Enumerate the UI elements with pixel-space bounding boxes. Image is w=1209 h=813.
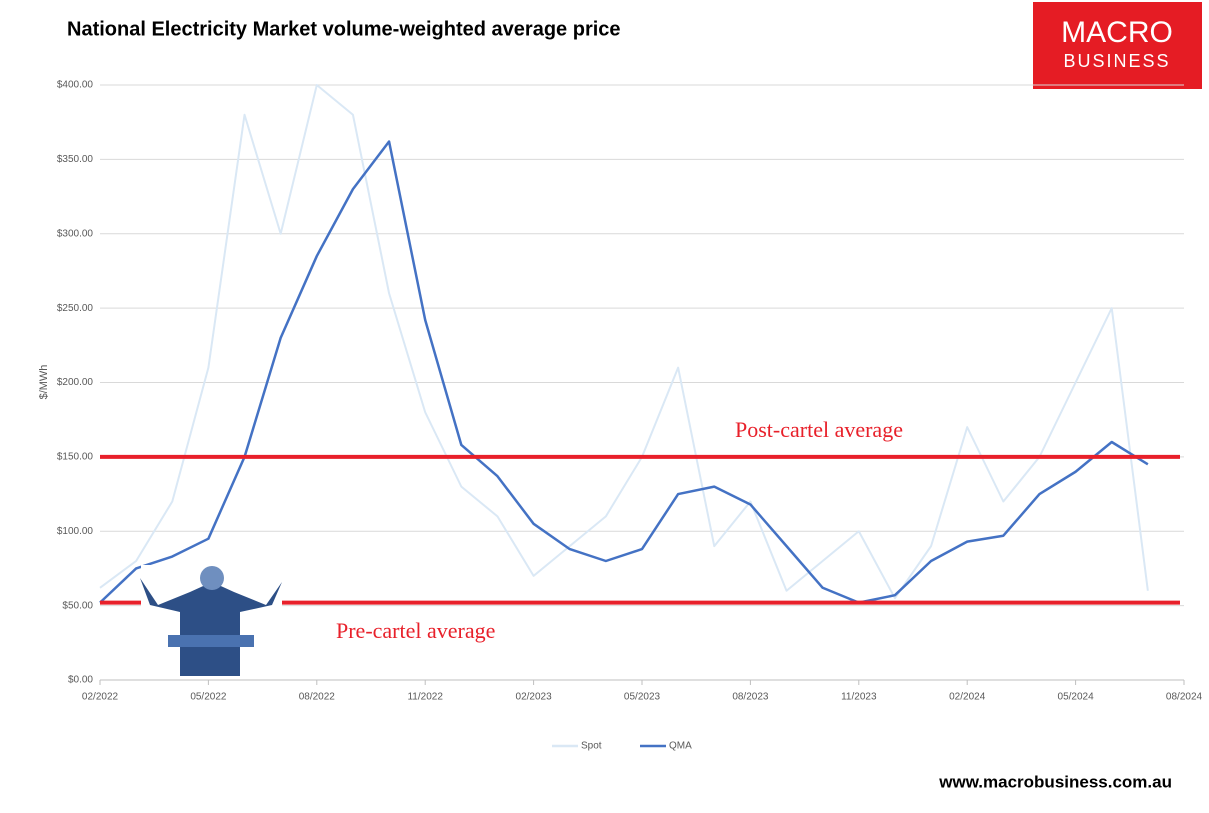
logo-text: MACRO (1061, 16, 1173, 49)
x-tick-label: 05/2023 (624, 692, 661, 703)
y-axis-label: $/MWh (38, 365, 50, 400)
x-tick-label: 02/2022 (82, 692, 119, 703)
x-tick-label: 08/2022 (299, 692, 336, 703)
series-line (99, 140, 1149, 604)
photo-podium (168, 635, 254, 647)
reference-label: Post-cartel average (735, 417, 903, 442)
legend-label: Spot (581, 741, 602, 752)
photo (140, 565, 282, 676)
series-line (99, 84, 1149, 600)
y-tick-label: $350.00 (57, 154, 94, 165)
x-tick-label: 05/2022 (190, 692, 227, 703)
photo-head (200, 566, 224, 590)
y-tick-label: $150.00 (57, 452, 94, 463)
y-tick-label: $250.00 (57, 303, 94, 314)
legend-label: QMA (669, 741, 692, 752)
y-tick-label: $400.00 (57, 80, 94, 91)
x-tick-label: 02/2024 (949, 692, 986, 703)
y-tick-label: $300.00 (57, 228, 94, 239)
x-tick-label: 02/2023 (516, 692, 553, 703)
x-tick-label: 11/2023 (841, 692, 877, 703)
y-tick-label: $50.00 (62, 600, 93, 611)
chart-title: National Electricity Market volume-weigh… (67, 18, 621, 40)
y-tick-label: $100.00 (57, 526, 94, 537)
x-tick-label: 11/2022 (407, 692, 443, 703)
x-tick-label: 05/2024 (1058, 692, 1095, 703)
logo-text: BUSINESS (1063, 51, 1170, 71)
photo-figure (140, 578, 282, 676)
x-tick-label: 08/2023 (732, 692, 769, 703)
x-tick-label: 08/2024 (1166, 692, 1203, 703)
y-tick-label: $0.00 (68, 675, 93, 686)
footer-url: www.macrobusiness.com.au (938, 772, 1172, 791)
reference-label: Pre-cartel average (336, 618, 495, 643)
y-tick-label: $200.00 (57, 377, 94, 388)
logo-box (1033, 2, 1202, 89)
